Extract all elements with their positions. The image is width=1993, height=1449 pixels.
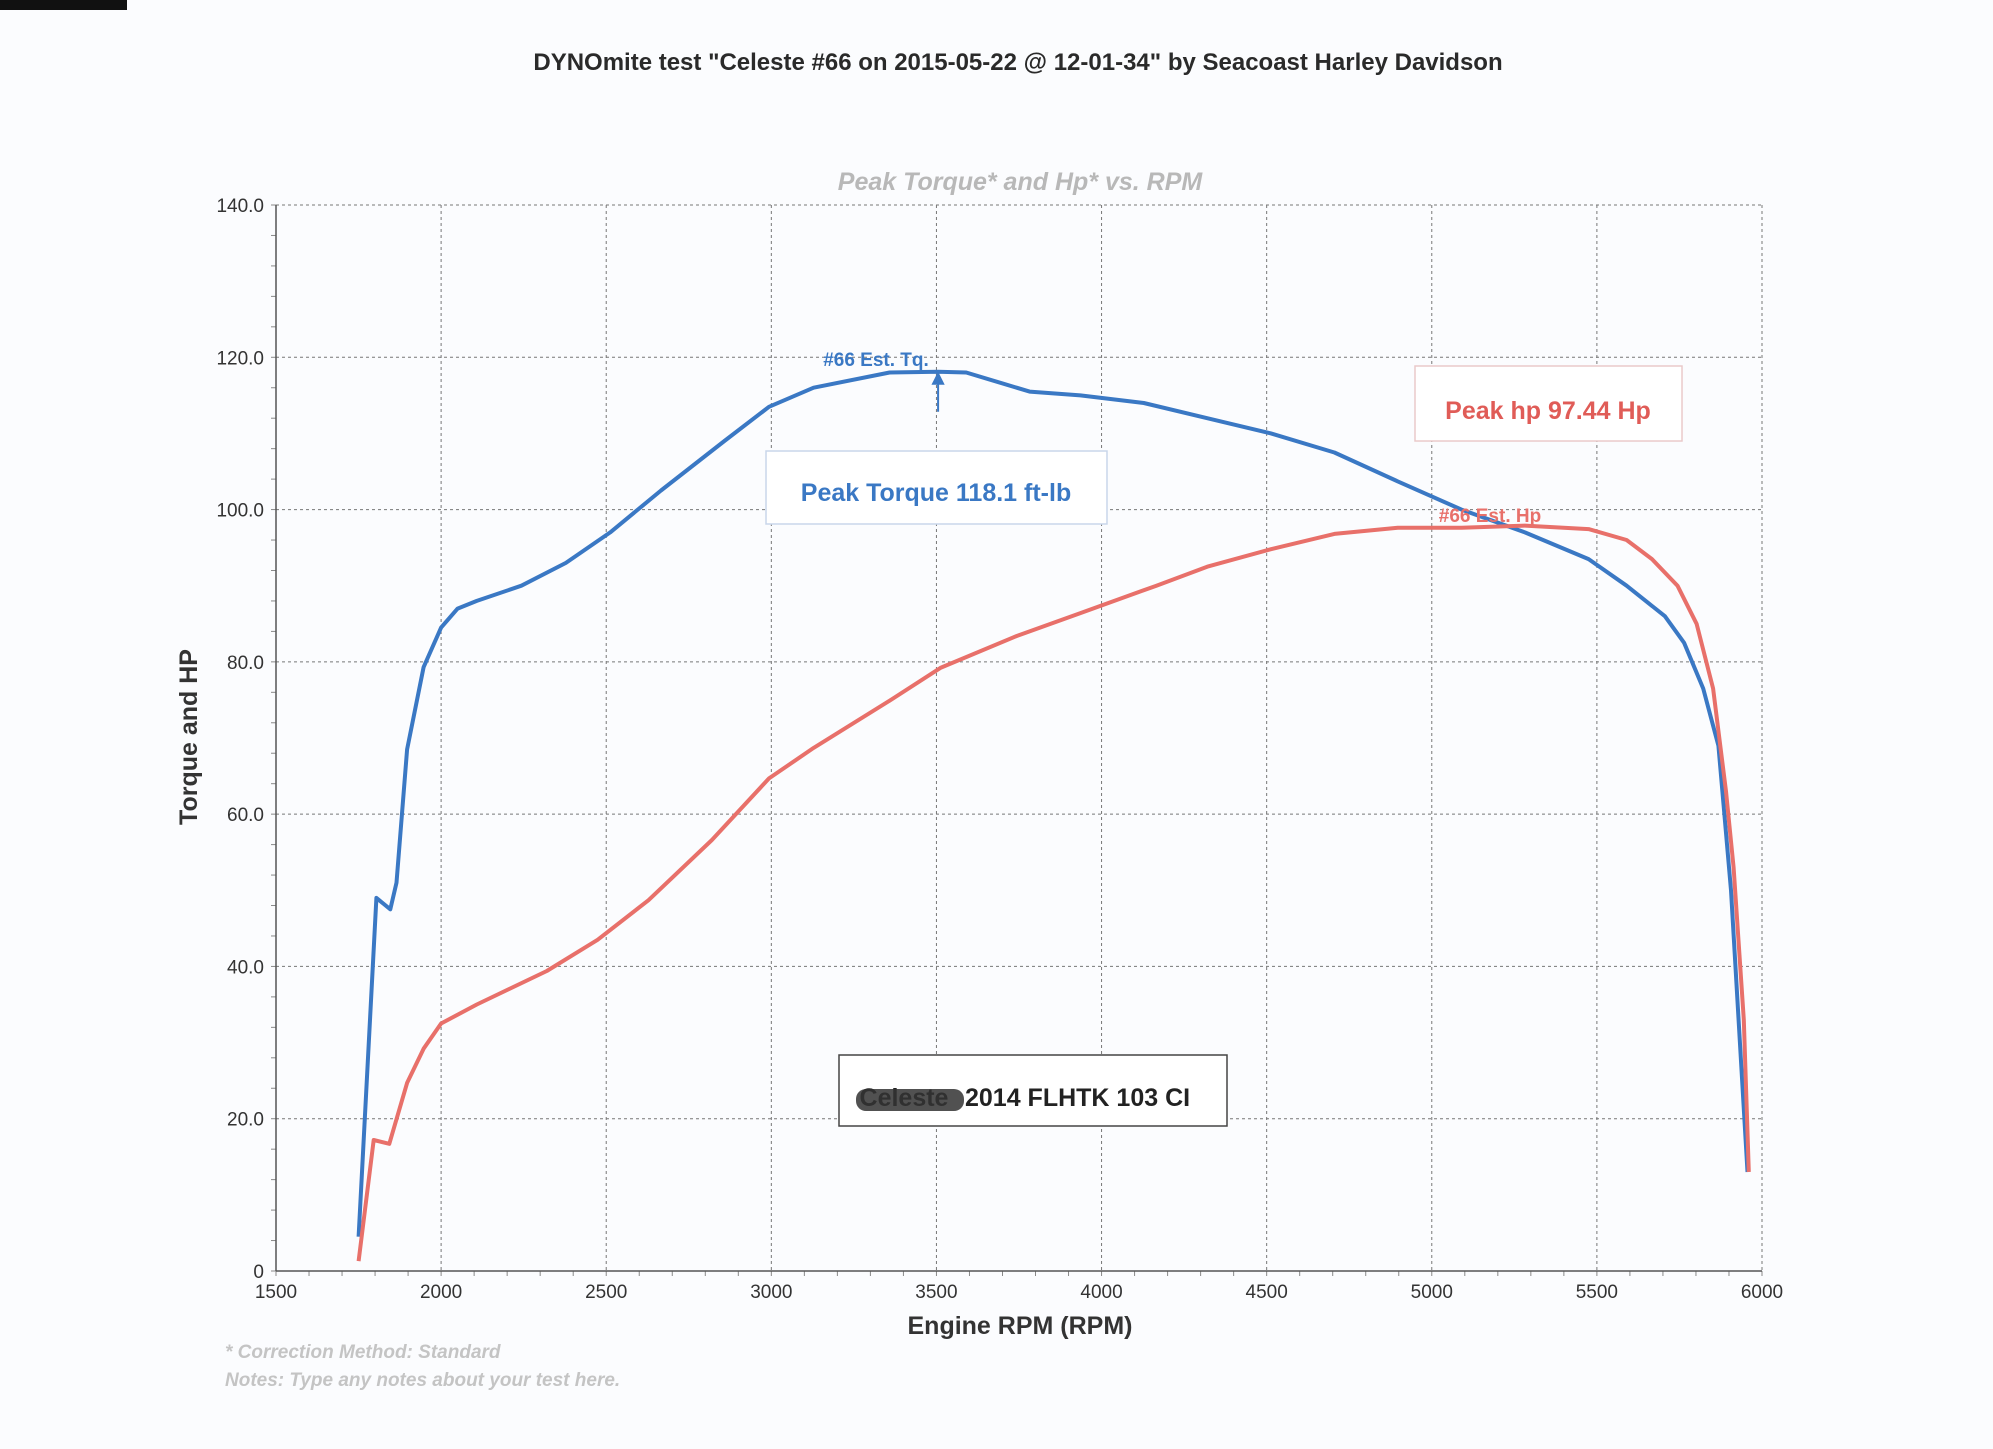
peak-hp-label: Peak hp 97.44 Hp xyxy=(1445,397,1651,425)
y-tick-label: 100.0 xyxy=(216,501,264,522)
y-tick-label: 140.0 xyxy=(216,196,264,217)
y-tick-label: 20.0 xyxy=(227,1110,264,1131)
y-tick-label: 120.0 xyxy=(216,348,264,369)
x-tick-label: 1500 xyxy=(255,1282,297,1303)
tick-labels: 1500 2000 2500 3000 3500 4000 4500 5000 5500 6000… xyxy=(216,196,1783,1303)
series-lines xyxy=(356,369,1751,1262)
peak-hp-box xyxy=(1414,365,1683,442)
x-tick-label: 3500 xyxy=(915,1282,957,1303)
y-axis-label: Torque and HP xyxy=(175,649,203,825)
torque-marker-label: #66 Est. Tq. xyxy=(823,350,929,371)
y-tick-label: 60.0 xyxy=(227,805,264,826)
x-tick-label: 2000 xyxy=(420,1282,462,1303)
peak-torque-label: Peak Torque 118.1 ft-lb xyxy=(801,479,1071,507)
notes: Notes: Type any notes about your test he… xyxy=(225,1370,620,1391)
x-axis-label: Engine RPM (RPM) xyxy=(908,1312,1133,1340)
correction-method-note: * Correction Method: Standard xyxy=(225,1342,501,1363)
scan-edge xyxy=(0,0,127,10)
redaction-mark xyxy=(856,1089,964,1111)
y-tick-label: 80.0 xyxy=(227,653,264,674)
x-tick-label: 4500 xyxy=(1246,1282,1288,1303)
x-tick-label: 6000 xyxy=(1741,1282,1783,1303)
hp-line xyxy=(356,523,1751,1262)
x-tick-label: 2500 xyxy=(585,1282,627,1303)
x-tick-label: 5000 xyxy=(1411,1282,1453,1303)
y-tick-label: 0 xyxy=(253,1262,264,1283)
x-tick-label: 5500 xyxy=(1576,1282,1618,1303)
hp-marker-label: #66 Est. Hp xyxy=(1439,506,1541,527)
y-tick-label: 40.0 xyxy=(227,957,264,978)
x-tick-label: 4000 xyxy=(1080,1282,1122,1303)
torque-marker-arrow xyxy=(931,371,945,412)
chart-title: Peak Torque* and Hp* vs. RPM xyxy=(838,168,1204,196)
peak-torque-box xyxy=(765,450,1108,525)
page-title: DYNOmite test "Celeste #66 on 2015-05-22… xyxy=(533,49,1502,76)
x-tick-label: 3000 xyxy=(750,1282,792,1303)
torque-line xyxy=(356,369,1750,1237)
vehicle-label: 2014 FLHTK 103 CI xyxy=(965,1084,1190,1112)
